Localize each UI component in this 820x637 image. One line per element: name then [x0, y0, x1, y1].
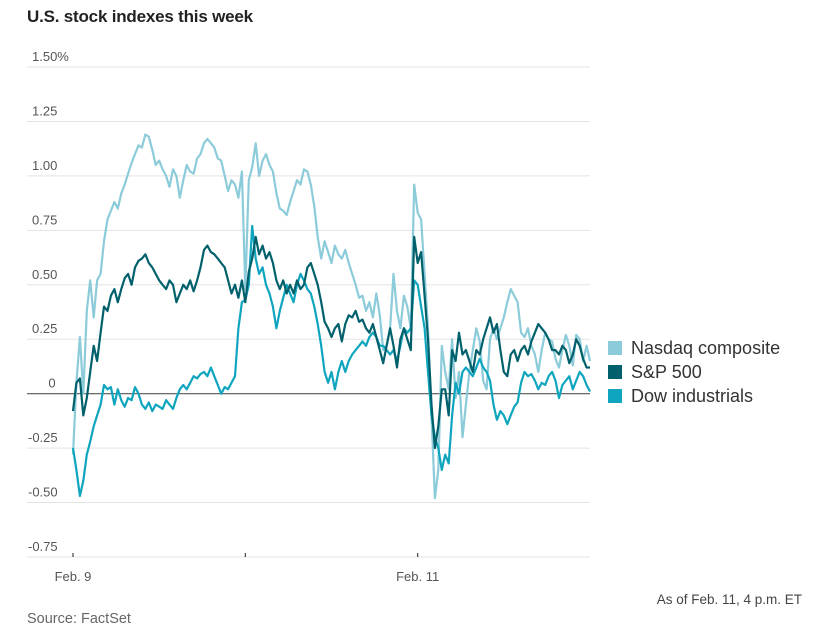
y-tick-label: 1.00: [32, 158, 57, 173]
y-tick-label: 0: [48, 376, 55, 391]
legend-item-nasdaq: Nasdaq composite: [608, 336, 780, 360]
y-tick-label: -0.50: [28, 485, 58, 500]
series-line-s-p-500: [71, 235, 590, 450]
series-line-dow-industrials: [71, 224, 591, 498]
legend-swatch-nasdaq: [608, 341, 622, 355]
as-of-note: As of Feb. 11, 4 p.m. ET: [656, 592, 802, 607]
y-tick-label: 1.50%: [32, 49, 69, 64]
legend-item-dow: Dow industrials: [608, 384, 780, 408]
x-axis: Feb. 9 Feb. 11: [55, 553, 439, 584]
legend-swatch-dow: [608, 389, 622, 403]
legend-label-nasdaq: Nasdaq composite: [631, 337, 781, 358]
y-tick-label: -0.25: [28, 430, 58, 445]
chart-title: U.S. stock indexes this week: [27, 7, 253, 26]
x-tick-label: Feb. 9: [55, 569, 92, 584]
y-axis-labels: 1.50% 1.25 1.00 0.75 0.50 0.25 0 -0.25 -0.50 -0.7…: [28, 49, 69, 554]
legend: Nasdaq composite S&P 500 Dow industrials: [608, 336, 780, 408]
legend-label-dow: Dow industrials: [631, 385, 754, 406]
y-tick-label: 1.25: [32, 103, 57, 118]
series-line-nasdaq-composite: [71, 133, 592, 500]
legend-swatch-sp500: [608, 365, 622, 379]
legend-item-sp500: S&P 500: [608, 360, 780, 384]
source-note: Source: FactSet: [27, 611, 131, 627]
legend-label-sp500: S&P 500: [631, 361, 702, 382]
y-tick-label: 0.75: [32, 212, 57, 227]
series-lines: [71, 133, 592, 500]
y-tick-label: -0.75: [28, 539, 58, 554]
y-tick-label: 0.50: [32, 267, 57, 282]
x-tick-label: Feb. 11: [396, 569, 439, 584]
y-tick-label: 0.25: [32, 321, 57, 336]
grid-lines: [27, 66, 590, 558]
